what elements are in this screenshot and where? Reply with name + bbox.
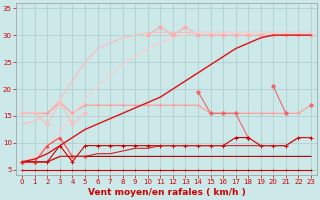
X-axis label: Vent moyen/en rafales ( km/h ): Vent moyen/en rafales ( km/h ) <box>88 188 245 197</box>
